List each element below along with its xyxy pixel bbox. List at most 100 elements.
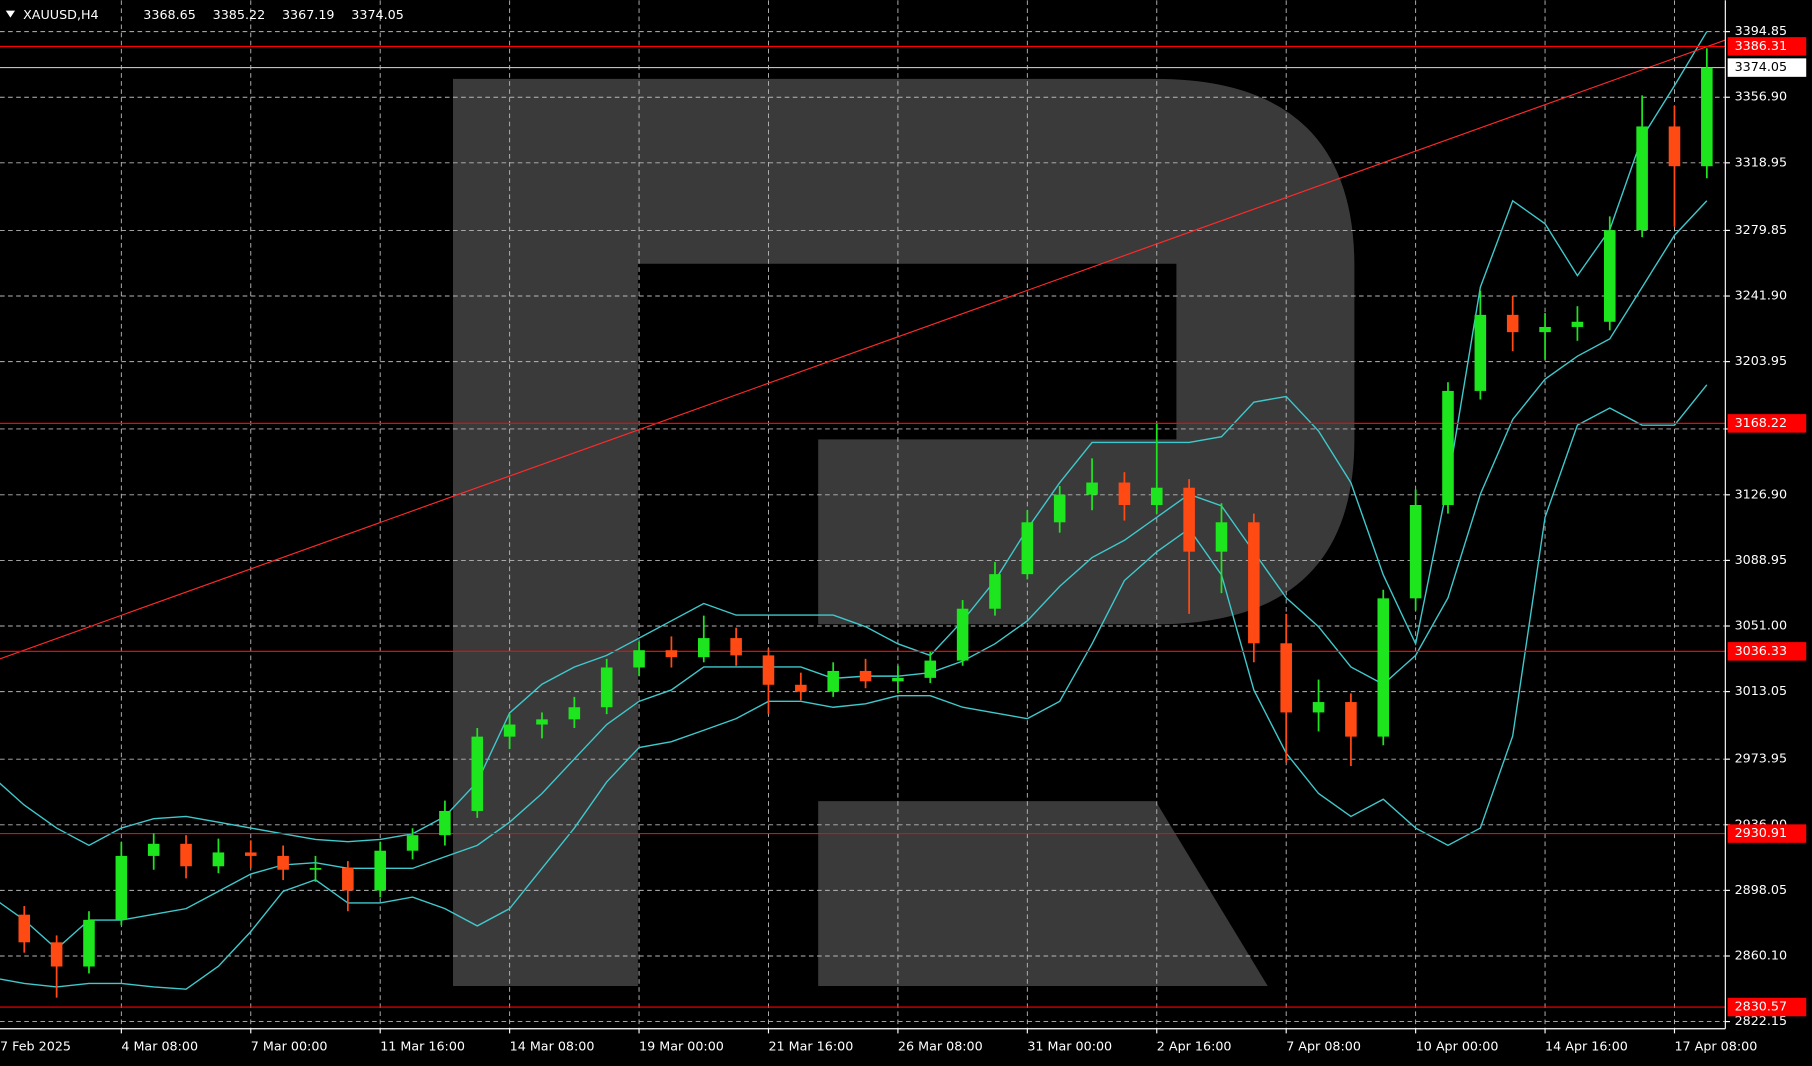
candle-body [1345, 702, 1357, 737]
x-tick-label: 2 Apr 16:00 [1157, 1039, 1232, 1054]
candle-body [1150, 487, 1163, 506]
plot-area [0, 0, 1726, 1029]
y-tick-label: 3241.90 [1735, 288, 1788, 303]
candle-body [18, 914, 31, 943]
candle-body [1053, 494, 1066, 523]
candle-body [1280, 643, 1292, 713]
band-line [0, 384, 1708, 990]
y-tick-label: 3088.95 [1735, 552, 1788, 567]
level-price-box [1727, 37, 1807, 56]
x-tick-label: 19 Mar 00:00 [639, 1039, 724, 1054]
candle-body [536, 719, 548, 725]
candle-body [50, 942, 63, 967]
candle-body [762, 655, 775, 685]
x-tick-label: 14 Apr 16:00 [1545, 1039, 1628, 1054]
header-low: 3367.19 [282, 7, 335, 22]
level-price-box [1727, 824, 1807, 843]
candle-body [1506, 314, 1519, 333]
y-tick-label: 3318.95 [1735, 154, 1788, 169]
watermark-logo-leg [818, 801, 1268, 986]
candle-body [600, 667, 613, 708]
x-tick-label: 7 Mar 00:00 [251, 1039, 328, 1054]
candle-body [115, 855, 128, 920]
level-price-box [1727, 997, 1807, 1017]
y-tick-label: 2860.10 [1735, 947, 1788, 962]
candle-body [989, 574, 1001, 609]
x-tick-label: 4 Mar 08:00 [121, 1039, 198, 1054]
candle-body [1701, 67, 1713, 167]
y-tick-label: 2973.95 [1735, 751, 1788, 766]
x-tick-label: 26 Mar 08:00 [898, 1039, 983, 1054]
candle-body [1636, 126, 1648, 231]
level-price-label: 2830.57 [1735, 999, 1788, 1014]
candle-body [503, 724, 516, 737]
candle-body [1118, 482, 1131, 506]
trendline [0, 39, 1726, 660]
header-symbol: XAUUSD,H4 [23, 7, 99, 22]
y-tick-label: 3356.90 [1735, 89, 1788, 104]
level-price-label: 3168.22 [1735, 415, 1788, 430]
y-tick-label: 3394.85 [1735, 23, 1788, 38]
candle-body [1668, 126, 1681, 167]
x-tick-label: 11 Mar 16:00 [380, 1039, 465, 1054]
level-price-label: 3036.33 [1735, 643, 1788, 658]
level-price-box [1727, 642, 1807, 661]
header-high: 3385.22 [213, 7, 266, 22]
y-tick-label: 3203.95 [1735, 353, 1788, 368]
candle-body [1442, 390, 1454, 506]
header-open: 3368.65 [143, 7, 196, 22]
x-tick-label: 10 Apr 00:00 [1416, 1039, 1499, 1054]
x-tick-label: 7 Apr 08:00 [1286, 1039, 1361, 1054]
x-tick-label: 27 Feb 2025 [0, 1039, 71, 1054]
y-tick-label: 3051.00 [1735, 618, 1788, 633]
candle-body [471, 736, 484, 811]
x-tick-label: 21 Mar 16:00 [768, 1039, 853, 1054]
candle-body [1603, 230, 1616, 322]
candle-body [212, 852, 225, 867]
candle-body [1377, 598, 1390, 737]
y-tick-label: 3279.85 [1735, 222, 1788, 237]
current-price-label: 3374.05 [1735, 59, 1788, 74]
watermark [453, 78, 1355, 987]
candle-body [633, 650, 645, 668]
candle-body [892, 677, 904, 682]
candle-body [1474, 314, 1487, 391]
watermark-logo [453, 78, 1355, 987]
candle-body [924, 660, 937, 678]
x-tick-label: 31 Mar 00:00 [1027, 1039, 1112, 1054]
current-price-box [1727, 58, 1807, 77]
candle-body [1215, 522, 1228, 552]
candle-body [697, 638, 710, 658]
candle-body [83, 919, 95, 967]
candle-body [180, 843, 192, 867]
level-price-label: 2930.91 [1735, 825, 1788, 840]
candle-body [827, 670, 839, 692]
candle-body [1312, 702, 1325, 713]
candle-body [1571, 321, 1584, 327]
candle-body [277, 855, 289, 870]
candle-body [1086, 482, 1098, 495]
candle-body [1409, 505, 1422, 599]
x-tick-label: 17 Apr 08:00 [1674, 1039, 1757, 1054]
candle-body [1539, 326, 1551, 333]
y-tick-label: 2898.05 [1735, 882, 1788, 897]
candle-body [1248, 522, 1260, 644]
x-tick-label: 14 Mar 08:00 [510, 1039, 595, 1054]
y-tick-label: 3013.05 [1735, 683, 1788, 698]
candle-body [147, 843, 160, 856]
candle-body [956, 608, 969, 661]
candle-body [374, 850, 386, 891]
candle-body [665, 650, 678, 658]
candle-body [309, 868, 322, 870]
candle-body [1183, 487, 1195, 552]
candle-body [730, 638, 742, 656]
candle-body [568, 707, 581, 720]
candle-body [1021, 522, 1034, 575]
candle-body [342, 868, 354, 891]
y-tick-label: 2822.15 [1735, 1013, 1788, 1028]
candle-body [795, 684, 807, 692]
candle-body [439, 810, 451, 836]
